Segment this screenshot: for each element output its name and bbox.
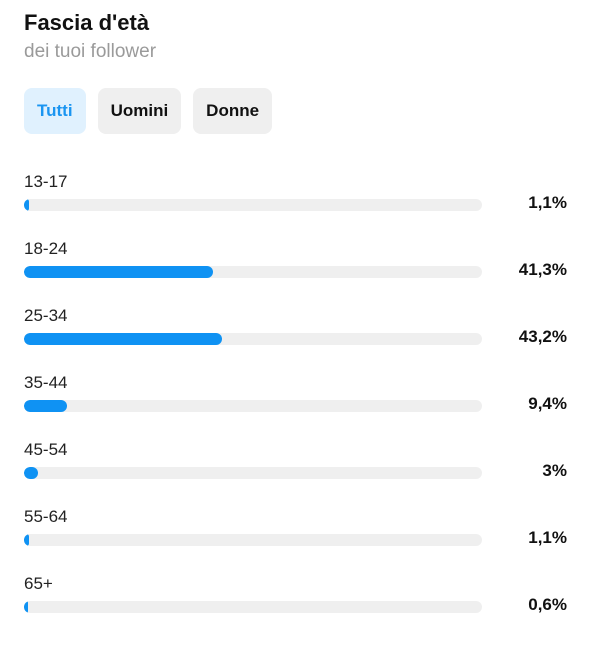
percent-value: 1,1% <box>528 193 567 212</box>
age-row: 25-34 43,2% <box>24 304 569 371</box>
age-range-label: 45-54 <box>24 440 68 459</box>
percent-value: 0,6% <box>528 595 567 614</box>
percent-value: 9,4% <box>528 394 567 413</box>
page-title: Fascia d'età <box>24 10 150 35</box>
age-row: 65+ 0,6% <box>24 572 569 639</box>
percent-bar-fill <box>24 601 28 613</box>
percent-bar-track <box>24 333 482 345</box>
percent-bar-track <box>24 199 482 211</box>
age-range-label: 65+ <box>24 574 53 593</box>
percent-bar-track <box>24 467 482 479</box>
age-row: 18-24 41,3% <box>24 237 569 304</box>
percent-bar-fill <box>24 333 222 345</box>
percent-bar-fill <box>24 467 38 479</box>
percent-bar-track <box>24 534 482 546</box>
percent-bar-track <box>24 601 482 613</box>
percent-bar-track <box>24 400 482 412</box>
percent-value: 3% <box>542 461 567 480</box>
age-row: 45-54 3% <box>24 438 569 505</box>
tab-men[interactable]: Uomini <box>97 88 182 134</box>
percent-bar-fill <box>24 400 68 412</box>
age-range-label: 35-44 <box>24 373 68 392</box>
percent-bar-fill <box>24 266 214 278</box>
percent-value: 41,3% <box>518 260 567 279</box>
page-subtitle: dei tuoi follower <box>24 41 157 62</box>
gender-filter-tabs: Tutti Uomini Donne <box>24 88 273 134</box>
tab-all[interactable]: Tutti <box>24 88 86 134</box>
age-row: 13-17 1,1% <box>24 170 569 237</box>
percent-bar-fill <box>24 199 30 211</box>
percent-value: 43,2% <box>518 327 567 346</box>
age-range-list: 13-17 1,1% 18-24 41,3% 25-34 43,2% 35-44… <box>24 170 569 639</box>
age-range-label: 13-17 <box>24 172 68 191</box>
percent-value: 1,1% <box>528 528 567 547</box>
age-range-label: 25-34 <box>24 306 68 325</box>
age-row: 35-44 9,4% <box>24 371 569 438</box>
age-range-label: 18-24 <box>24 239 68 258</box>
age-row: 55-64 1,1% <box>24 505 569 572</box>
percent-bar-track <box>24 266 482 278</box>
tab-women[interactable]: Donne <box>193 88 273 134</box>
percent-bar-fill <box>24 534 30 546</box>
age-range-label: 55-64 <box>24 507 68 526</box>
